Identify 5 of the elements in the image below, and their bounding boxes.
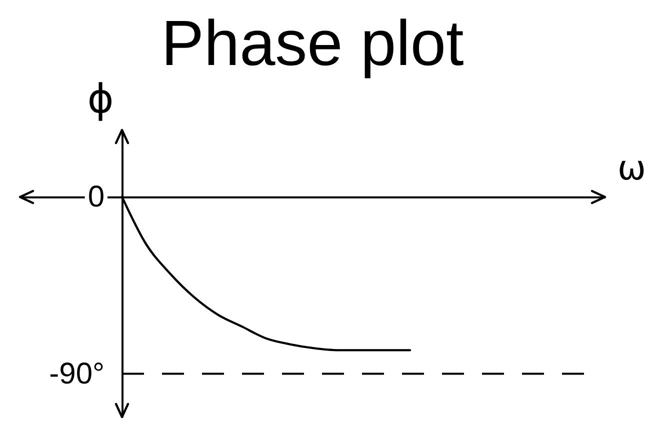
- y-axis-title: ϕ: [87, 76, 114, 122]
- y-tick-label: 0: [88, 180, 104, 214]
- y-tick-label: -90°: [49, 357, 104, 390]
- x-axis-title: ω: [618, 148, 646, 188]
- chart-title: Phase plot: [161, 7, 464, 79]
